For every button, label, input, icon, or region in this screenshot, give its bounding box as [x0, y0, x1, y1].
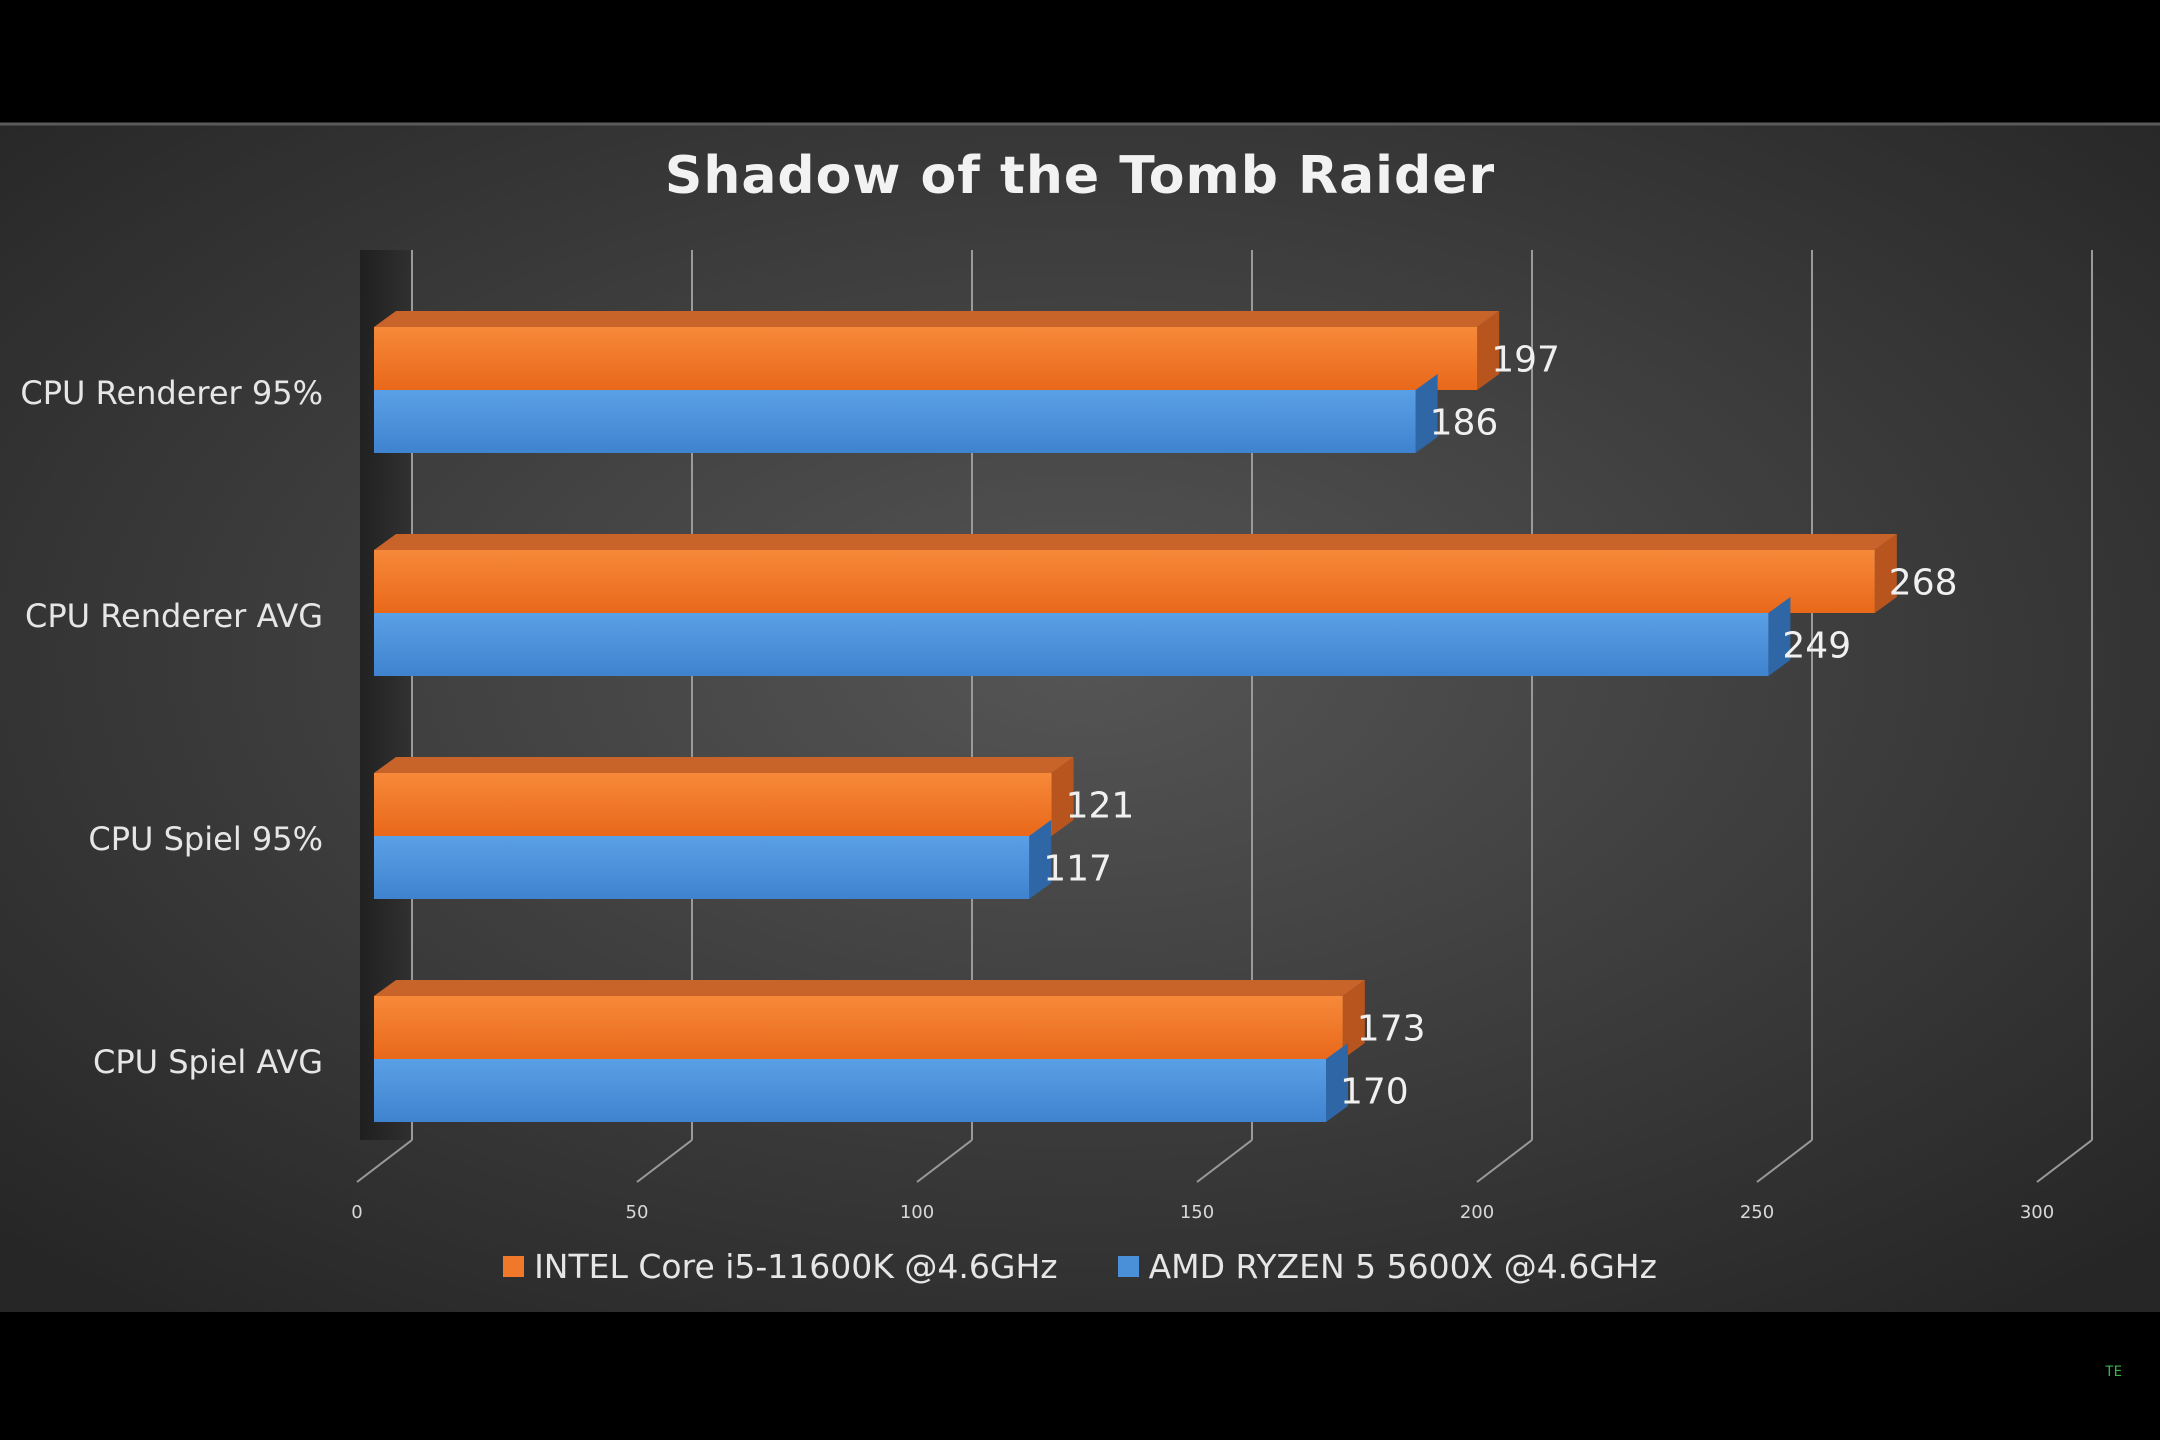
bar-top-face	[374, 534, 1897, 550]
bar	[374, 327, 1478, 390]
legend-item-intel: INTEL Core i5-11600K @4.6GHz	[503, 1247, 1058, 1286]
bar	[374, 996, 1343, 1059]
bar	[374, 1059, 1326, 1122]
gridline-floor	[636, 1139, 693, 1183]
legend-label-amd: AMD RYZEN 5 5600X @4.6GHz	[1148, 1247, 1657, 1286]
data-label: 186	[1430, 403, 1499, 444]
bar-side-face	[1415, 374, 1438, 453]
data-label: 170	[1340, 1072, 1409, 1113]
category-label: CPU Spiel 95%	[88, 820, 323, 858]
bar-top-face	[374, 980, 1365, 996]
bar	[374, 836, 1030, 899]
data-label: 268	[1889, 563, 1958, 604]
legend-swatch-amd	[1117, 1256, 1139, 1277]
data-label: 197	[1491, 340, 1560, 381]
gridline-floor	[1476, 1139, 1533, 1183]
bar-top-face	[374, 757, 1074, 773]
bar-top-face	[374, 311, 1500, 327]
bar-side-face	[1477, 311, 1500, 390]
x-tick-label: 250	[1740, 1202, 1774, 1223]
bar-side-face	[1326, 1043, 1348, 1122]
data-label: 173	[1357, 1009, 1426, 1050]
gridline-floor	[356, 1139, 413, 1183]
x-tick-label: 200	[1460, 1202, 1494, 1223]
x-tick-label: 150	[1180, 1202, 1214, 1223]
category-label: CPU Spiel AVG	[93, 1043, 323, 1081]
bar	[374, 613, 1769, 676]
x-tick-label: 0	[351, 1202, 362, 1223]
x-tick-label: 100	[900, 1202, 934, 1223]
bar	[374, 550, 1875, 613]
bar-side-face	[1051, 757, 1074, 836]
chart-title: Shadow of the Tomb Raider	[664, 146, 1496, 206]
legend-swatch-intel	[503, 1256, 525, 1277]
bar-side-face	[1874, 534, 1897, 613]
bar	[374, 773, 1052, 836]
x-tick-label: 300	[2020, 1202, 2054, 1223]
bar-side-face	[1342, 980, 1365, 1059]
bar-side-face	[1768, 597, 1791, 676]
data-label: 121	[1066, 786, 1135, 827]
bar-side-face	[1029, 820, 1052, 899]
legend-label-intel: INTEL Core i5-11600K @4.6GHz	[534, 1247, 1058, 1286]
bar	[374, 390, 1416, 453]
legend-item-amd: AMD RYZEN 5 5600X @4.6GHz	[1117, 1247, 1657, 1286]
x-tick-label: 50	[626, 1202, 649, 1223]
gridline-floor	[1196, 1139, 1253, 1183]
gridline-floor	[2036, 1139, 2093, 1183]
legend: INTEL Core i5-11600K @4.6GHz AMD RYZEN 5…	[0, 1247, 2160, 1286]
category-label: CPU Renderer AVG	[25, 597, 323, 635]
category-label: CPU Renderer 95%	[20, 374, 323, 412]
gridline-floor	[1756, 1139, 1813, 1183]
gridline-floor	[916, 1139, 973, 1183]
watermark-logo: TE	[2105, 1364, 2122, 1380]
data-label: 249	[1782, 626, 1851, 667]
data-label: 117	[1043, 849, 1112, 890]
plot-background	[0, 124, 2160, 1312]
